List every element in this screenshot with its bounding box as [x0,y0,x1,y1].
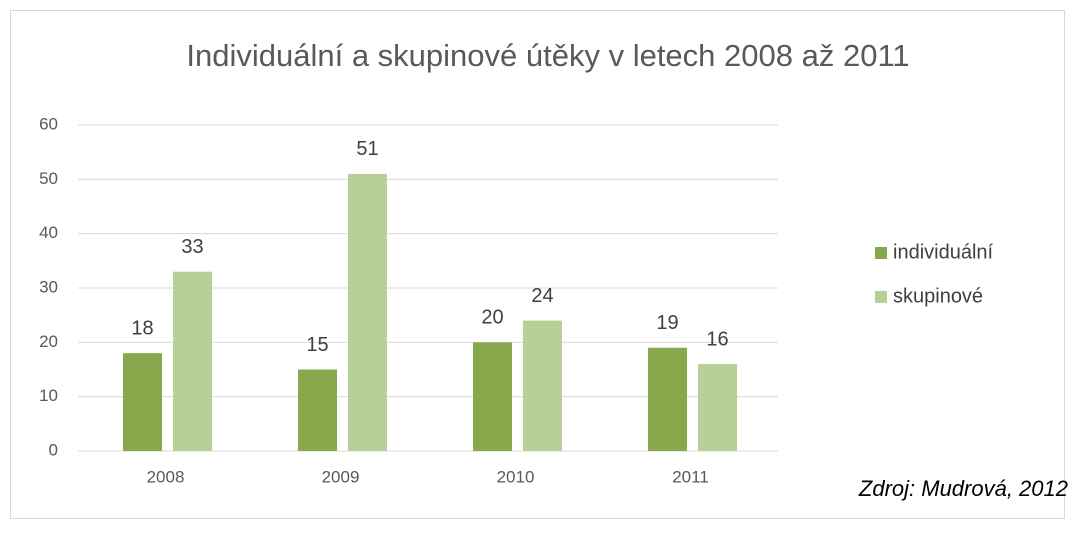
bar [123,353,162,451]
data-label: 18 [131,317,153,339]
bar [473,342,512,451]
y-tick-label: 10 [39,386,58,405]
bar [523,320,562,451]
y-tick-label: 30 [39,277,58,296]
source-note: Zdroj: Mudrová, 2012 [858,476,1068,501]
legend-swatch [875,291,887,303]
data-label: 15 [306,334,328,356]
x-tick-label: 2010 [497,467,535,486]
x-tick-label: 2008 [147,467,185,486]
legend-label: skupinové [893,285,983,307]
legend-swatch [875,247,887,259]
data-label: 16 [706,328,728,350]
bar [173,271,212,451]
data-label: 24 [531,285,553,307]
chart-title: Individuální a skupinové útěky v letech … [186,38,909,73]
data-label: 51 [356,138,378,160]
bar [648,347,687,451]
y-tick-label: 60 [39,114,58,133]
bar [698,364,737,451]
bar [348,173,387,451]
y-tick-label: 0 [49,440,58,459]
y-tick-label: 20 [39,332,58,351]
legend-label: individuální [893,241,994,263]
data-label: 19 [656,312,678,334]
x-tick-label: 2011 [672,467,709,486]
data-label: 20 [481,307,503,329]
data-label: 33 [181,236,203,258]
y-tick-label: 50 [39,169,58,188]
y-tick-label: 40 [39,223,58,242]
bar [298,369,337,451]
x-tick-label: 2009 [322,467,360,486]
